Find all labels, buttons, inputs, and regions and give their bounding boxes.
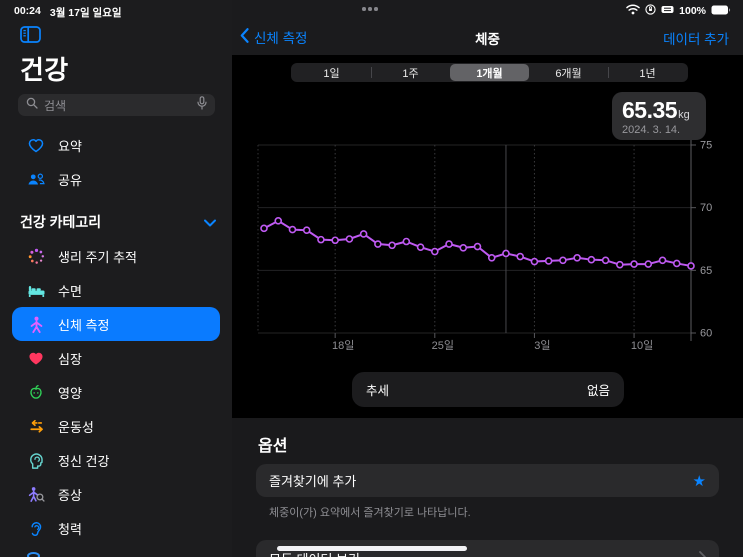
sidebar-item-label: 수면 xyxy=(58,283,82,299)
search-placeholder: 검색 xyxy=(44,98,67,113)
sidebar-item-sleep[interactable]: 수면 xyxy=(0,273,232,307)
sidebar-toggle-icon[interactable] xyxy=(20,26,41,43)
selected-unit: kg xyxy=(678,109,690,121)
tab-1week[interactable]: 1주 xyxy=(370,64,450,81)
weight-chart[interactable]: 75 70 65 60 18일 25일 3일 10일 xyxy=(232,55,743,418)
weight-chart-panel: 1일 1주 1개월 6개월 1년 75 70 65 60 18일 25일 3일 10일 65.… xyxy=(232,55,743,418)
figure-icon xyxy=(25,313,47,335)
sidebar-item-label: 증상 xyxy=(58,487,82,503)
sidebar-item-label: 영양 xyxy=(58,385,82,401)
mind-icon xyxy=(25,449,47,471)
battery-percent: 100% xyxy=(679,5,706,17)
cycle-tracking-icon xyxy=(25,245,47,267)
next-category-icon-partial xyxy=(27,552,40,557)
mic-icon[interactable] xyxy=(197,95,207,115)
sidebar-item-label: 신체 측정 xyxy=(58,317,110,333)
svg-text:18일: 18일 xyxy=(332,338,354,352)
sidebar-item-label: 운동성 xyxy=(58,419,94,435)
page-title: 체중 xyxy=(475,32,500,47)
sidebar-item-label: 청력 xyxy=(58,521,82,537)
favorite-caption: 체중이(가) 요약에서 즐겨찾기로 나타납니다. xyxy=(269,507,471,519)
sidebar-item-symptoms[interactable]: 증상 xyxy=(0,477,232,511)
sidebar-item-cycle-tracking[interactable]: 생리 주기 추적 xyxy=(0,239,232,273)
star-icon[interactable]: ★ xyxy=(692,472,706,490)
svg-text:60: 60 xyxy=(700,328,712,340)
mobility-arrows-icon xyxy=(25,415,47,437)
section-header-categories[interactable]: 건강 카테고리 xyxy=(20,212,216,232)
tab-6months[interactable]: 6개월 xyxy=(555,67,582,80)
bed-icon xyxy=(25,279,47,301)
selected-point-callout: 65.35 kg 2024. 3. 14. xyxy=(612,92,706,140)
multitasking-dots-icon[interactable] xyxy=(362,7,378,11)
sidebar-item-summary[interactable]: 요약 xyxy=(0,128,232,162)
favorite-label: 즐겨찾기에 추가 xyxy=(269,474,357,489)
search-icon xyxy=(26,96,38,114)
range-segmented-control: 1일 1주 1개월 6개월 1년 xyxy=(291,63,688,82)
tab-1month[interactable]: 1개월 xyxy=(450,64,529,81)
section-header-label: 건강 카테고리 xyxy=(20,214,102,230)
sidebar-item-mental-health[interactable]: 정신 건강 xyxy=(0,443,232,477)
sidebar-item-body-measurements[interactable]: 신체 측정 xyxy=(12,307,220,341)
chevron-down-icon[interactable] xyxy=(204,214,216,230)
keyboard-battery-icon xyxy=(661,5,674,17)
status-bar-left: 00:24 3월 17일 일요일 xyxy=(14,5,122,20)
tab-1year[interactable]: 1년 xyxy=(607,64,687,81)
sidebar-item-mobility[interactable]: 운동성 xyxy=(0,409,232,443)
options-section: 옵션 즐겨찾기에 추가 ★ 체중이(가) 요약에서 즐겨찾기로 나타납니다. 모… xyxy=(232,418,743,557)
chevron-left-icon xyxy=(240,28,249,46)
app-title: 건강 xyxy=(20,55,69,85)
svg-text:70: 70 xyxy=(700,202,712,214)
trend-row[interactable]: 추세 없음 xyxy=(352,372,624,407)
clock: 00:24 xyxy=(14,5,41,17)
sidebar-item-hearing[interactable]: 청력 xyxy=(0,511,232,545)
sidebar-item-label: 공유 xyxy=(58,172,82,188)
apple-icon xyxy=(25,381,47,403)
search-input[interactable]: 검색 xyxy=(18,94,215,116)
heart-outline-icon xyxy=(25,134,47,156)
add-to-favorites-row[interactable]: 즐겨찾기에 추가 ★ xyxy=(256,464,719,497)
sidebar: 00:24 3월 17일 일요일 건강 검색 요약 공유 건강 카테고리 생리 … xyxy=(0,0,232,557)
tab-1day[interactable]: 1일 xyxy=(323,67,340,80)
chevron-right-icon xyxy=(699,550,706,557)
back-button-label: 신체 측정 xyxy=(254,31,308,46)
sidebar-item-heart[interactable]: 심장 xyxy=(0,341,232,375)
svg-text:10일: 10일 xyxy=(631,338,653,352)
sidebar-item-sharing[interactable]: 공유 xyxy=(0,162,232,196)
sidebar-item-label: 요약 xyxy=(58,138,82,154)
svg-text:65: 65 xyxy=(700,265,712,277)
sidebar-item-label: 심장 xyxy=(58,351,82,367)
svg-text:3일: 3일 xyxy=(534,338,550,352)
back-button[interactable]: 신체 측정 xyxy=(240,27,307,47)
trend-label: 추세 xyxy=(366,384,390,398)
main-panel: 100% 신체 측정 체중 데이터 추가 1일 1주 1개월 6개월 1년 75… xyxy=(232,0,743,557)
heart-filled-icon xyxy=(25,347,47,369)
orientation-lock-icon xyxy=(645,4,656,18)
selected-date: 2024. 3. 14. xyxy=(622,124,681,136)
svg-text:25일: 25일 xyxy=(432,338,454,352)
add-data-button[interactable]: 데이터 추가 xyxy=(663,32,729,47)
status-bar-right: 100% xyxy=(626,4,731,18)
symptoms-icon xyxy=(25,483,47,505)
sidebar-item-nutrition[interactable]: 영양 xyxy=(0,375,232,409)
nav-bar: 신체 측정 체중 데이터 추가 xyxy=(232,20,743,55)
trend-value: 없음 xyxy=(586,384,610,398)
svg-text:75: 75 xyxy=(700,140,712,152)
all-data-label: 모든 데이터 보기 xyxy=(269,549,360,557)
status-date: 3월 17일 일요일 xyxy=(49,7,122,19)
home-indicator[interactable] xyxy=(277,546,467,551)
selected-value: 65.35 xyxy=(622,97,678,123)
ear-icon xyxy=(25,517,47,539)
sidebar-item-label: 정신 건강 xyxy=(58,453,110,469)
people-icon xyxy=(25,168,47,190)
wifi-icon xyxy=(626,4,640,18)
sidebar-item-label: 생리 주기 추적 xyxy=(58,249,137,265)
options-heading: 옵션 xyxy=(258,438,288,455)
battery-icon xyxy=(711,5,731,18)
